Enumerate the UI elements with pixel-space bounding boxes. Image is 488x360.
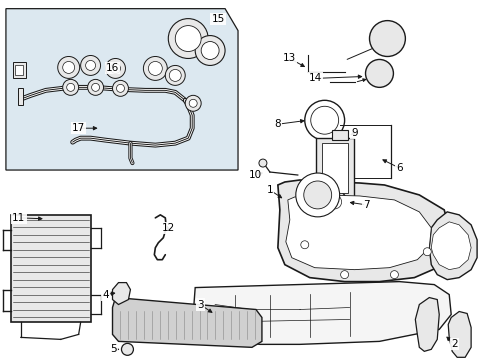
Circle shape — [169, 69, 181, 81]
Polygon shape — [193, 282, 450, 345]
Circle shape — [340, 271, 348, 279]
Circle shape — [189, 99, 197, 107]
Text: 3: 3 — [197, 300, 203, 310]
Text: 17: 17 — [72, 123, 85, 133]
Circle shape — [295, 173, 339, 217]
Polygon shape — [18, 88, 23, 105]
Text: 13: 13 — [283, 54, 296, 63]
Bar — [11, 215, 90, 323]
Text: 9: 9 — [350, 128, 357, 138]
Circle shape — [389, 271, 398, 279]
Text: 6: 6 — [395, 163, 402, 173]
Polygon shape — [430, 222, 470, 270]
Circle shape — [423, 248, 430, 256]
Circle shape — [66, 84, 75, 91]
Circle shape — [62, 80, 79, 95]
Circle shape — [58, 57, 80, 78]
Circle shape — [165, 66, 185, 85]
Text: 5: 5 — [110, 345, 117, 354]
Circle shape — [85, 60, 95, 71]
Circle shape — [201, 41, 219, 59]
Text: 16: 16 — [106, 63, 119, 73]
Circle shape — [91, 84, 100, 91]
Circle shape — [143, 57, 167, 80]
Text: 15: 15 — [211, 14, 224, 24]
Circle shape — [303, 181, 331, 209]
Circle shape — [185, 95, 201, 111]
Text: 11: 11 — [12, 213, 25, 223]
Text: 12: 12 — [162, 223, 175, 233]
Circle shape — [168, 19, 208, 58]
Circle shape — [110, 63, 120, 73]
Text: 8: 8 — [274, 119, 281, 129]
Polygon shape — [112, 283, 130, 305]
Circle shape — [259, 159, 266, 167]
Text: 10: 10 — [248, 170, 261, 180]
Circle shape — [327, 195, 341, 209]
Polygon shape — [447, 311, 470, 357]
Circle shape — [365, 59, 393, 87]
Circle shape — [105, 58, 125, 78]
Text: 4: 4 — [102, 289, 109, 300]
Circle shape — [87, 80, 103, 95]
Polygon shape — [277, 180, 448, 282]
Bar — [331, 130, 347, 140]
Polygon shape — [414, 298, 438, 351]
Circle shape — [175, 26, 201, 51]
Circle shape — [116, 84, 124, 92]
Polygon shape — [428, 212, 476, 280]
Polygon shape — [13, 62, 26, 78]
Circle shape — [62, 62, 75, 73]
Text: 2: 2 — [450, 339, 457, 349]
Polygon shape — [285, 195, 430, 270]
Circle shape — [81, 55, 101, 75]
Text: 14: 14 — [308, 73, 322, 84]
Circle shape — [369, 21, 405, 57]
Text: 7: 7 — [363, 200, 369, 210]
Circle shape — [300, 241, 308, 249]
Circle shape — [195, 36, 224, 66]
Text: 1: 1 — [266, 185, 273, 195]
Polygon shape — [6, 9, 238, 170]
Circle shape — [112, 80, 128, 96]
Bar — [321, 143, 347, 193]
Circle shape — [121, 343, 133, 355]
Bar — [15, 66, 23, 75]
Polygon shape — [112, 298, 262, 347]
Circle shape — [148, 62, 162, 75]
Bar — [315, 138, 353, 198]
